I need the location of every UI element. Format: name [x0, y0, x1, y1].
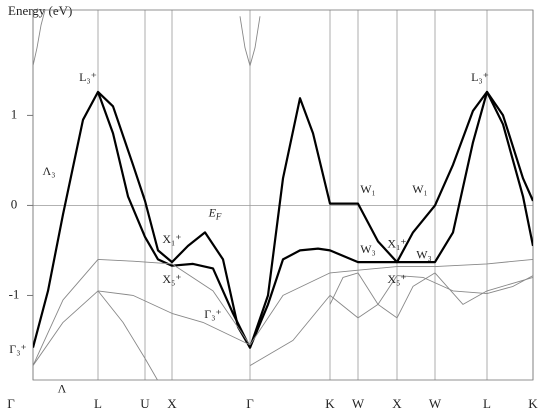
x-tick-label: K — [528, 396, 538, 411]
x-tick-label: L — [94, 396, 102, 411]
fermi-label-main: E — [208, 205, 217, 219]
band-line — [239, 16, 261, 67]
annotation: Γ₃⁺ — [9, 342, 26, 356]
y-axis-label: Energy (eV) — [8, 3, 72, 18]
annotation: L₃⁺ — [79, 70, 97, 84]
annotation: Λ — [58, 382, 67, 396]
fermi-label: EF — [208, 205, 222, 221]
y-tick-label: -1 — [9, 286, 20, 301]
band-line — [96, 90, 533, 349]
band-line — [97, 290, 158, 380]
x-tick-label: W — [352, 396, 365, 411]
band-line — [33, 10, 46, 66]
annotation: X₁⁺ — [387, 237, 406, 251]
band-line — [249, 275, 533, 366]
x-tick-label: W — [429, 396, 442, 411]
band-line — [329, 272, 533, 319]
x-tick-label: X — [167, 396, 177, 411]
annotation: L₃⁺ — [471, 70, 489, 84]
annotation: W₃ — [416, 248, 432, 262]
annotation: X₅⁺ — [162, 272, 181, 286]
annotation: Λ₃ — [43, 164, 56, 178]
annotation: X₁⁺ — [162, 232, 181, 246]
x-tick-label: U — [140, 396, 150, 411]
x-tick-label: Γ — [246, 396, 254, 411]
x-tick-label: X — [392, 396, 402, 411]
x-tick-label: K — [325, 396, 335, 411]
annotation: W₃ — [360, 242, 376, 256]
annotation: Γ₃⁺ — [204, 307, 221, 321]
band-line — [33, 90, 533, 349]
fermi-label-sub: F — [215, 212, 222, 222]
y-tick-label: 0 — [11, 196, 18, 211]
annotation: W₁ — [412, 182, 428, 196]
x-tick-label: Γ — [7, 396, 15, 411]
band-line — [33, 290, 251, 366]
annotation: X₅⁺ — [387, 272, 406, 286]
plot-frame — [32, 9, 534, 381]
y-tick-label: 1 — [11, 106, 18, 121]
annotation: W₁ — [360, 182, 376, 196]
x-tick-label: L — [483, 396, 491, 411]
band-line — [33, 258, 533, 366]
